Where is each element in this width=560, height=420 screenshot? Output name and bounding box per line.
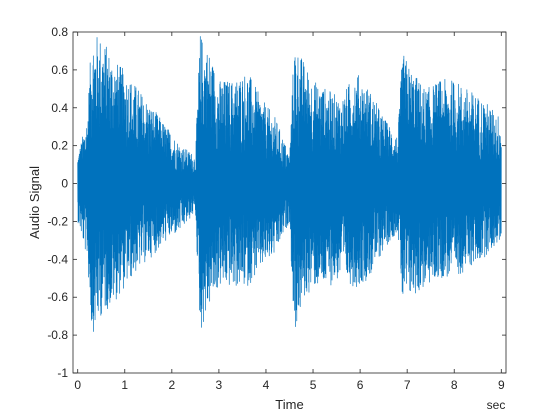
y-tick-label: -0.4 — [47, 252, 68, 266]
axes-box — [72, 31, 507, 374]
audio-waveform-line — [77, 36, 502, 332]
y-tick-label: -0.2 — [47, 214, 68, 228]
x-tick-label: 3 — [216, 378, 223, 392]
y-axis-label: Audio Signal — [27, 166, 42, 239]
y-tick-label: -0.6 — [47, 290, 68, 304]
x-tick-label: 7 — [404, 378, 411, 392]
y-tick-label: 0.8 — [51, 25, 68, 39]
x-axis-unit-label: sec — [487, 398, 506, 412]
y-tick-label: 0.2 — [51, 139, 68, 153]
x-tick-label: 4 — [263, 378, 270, 392]
x-tick-label: 5 — [310, 378, 317, 392]
x-tick-label: 9 — [498, 378, 505, 392]
x-axis-label: Time — [275, 397, 303, 412]
y-tick-label: -1 — [57, 366, 68, 380]
y-axis-ticks: -1 -0.8 -0.6 -0.4 -0.2 0 0.2 0.4 0.6 0.8 — [47, 25, 506, 380]
x-tick-label: 6 — [357, 378, 364, 392]
y-tick-label: -0.8 — [47, 328, 68, 342]
x-axis-ticks: 0 1 2 3 4 5 6 7 8 9 — [74, 32, 505, 392]
x-tick-label: 0 — [74, 378, 81, 392]
y-tick-label: 0.4 — [51, 101, 68, 115]
y-tick-label: 0 — [61, 177, 68, 191]
x-tick-label: 2 — [168, 378, 175, 392]
x-tick-label: 1 — [121, 378, 128, 392]
y-tick-label: 0.6 — [51, 63, 68, 77]
x-tick-label: 8 — [451, 378, 458, 392]
